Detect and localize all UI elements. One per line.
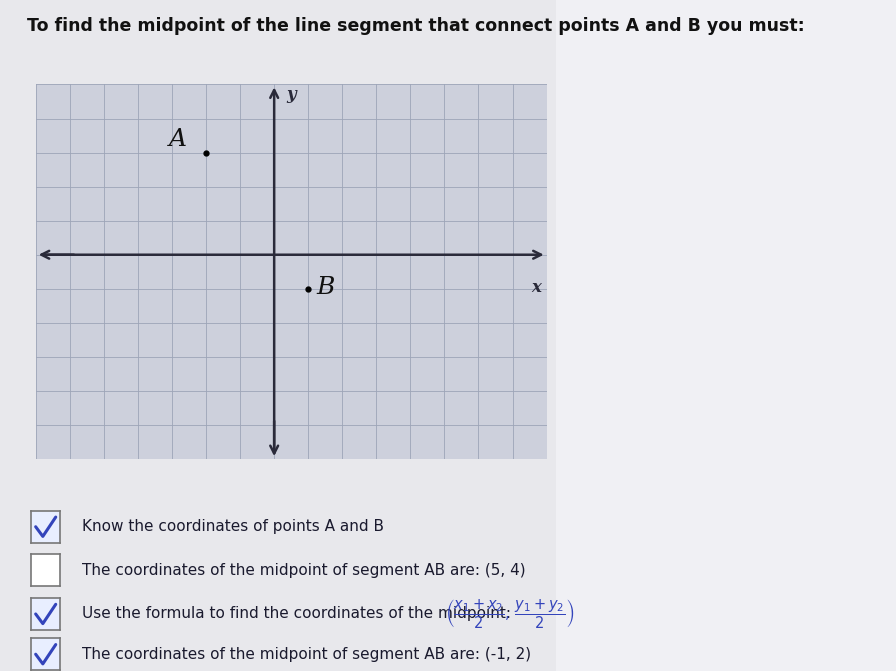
Text: Use the formula to find the coordinates of the midpoint:: Use the formula to find the coordinates … [82,607,512,621]
Text: A: A [168,127,186,151]
Text: The coordinates of the midpoint of segment AB are: (5, 4): The coordinates of the midpoint of segme… [82,563,526,578]
Text: y: y [286,86,296,103]
Text: To find the midpoint of the line segment that connect points A and B you must:: To find the midpoint of the line segment… [27,17,805,35]
Text: x: x [531,278,541,295]
Text: Know the coordinates of points A and B: Know the coordinates of points A and B [82,519,384,534]
Text: The coordinates of the midpoint of segment AB are: (-1, 2): The coordinates of the midpoint of segme… [82,647,531,662]
Text: B: B [317,276,335,299]
Text: $\left(\dfrac{x_1+x_2}{2},\,\dfrac{y_1+y_2}{2}\right)$: $\left(\dfrac{x_1+x_2}{2},\,\dfrac{y_1+y… [445,597,575,631]
